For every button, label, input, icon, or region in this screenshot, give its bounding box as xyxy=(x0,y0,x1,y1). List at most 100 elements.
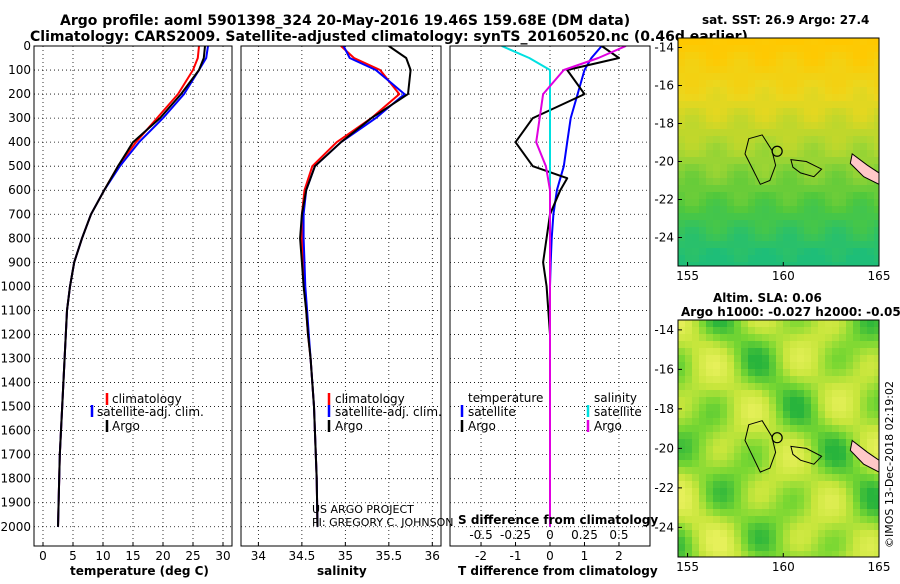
sst-field-cell xyxy=(839,143,846,150)
sst-field-cell xyxy=(741,234,748,241)
sst-field-cell xyxy=(706,150,713,157)
sst-field-cell xyxy=(727,185,734,192)
sla-field-cell xyxy=(797,530,804,537)
sla-field-cell xyxy=(769,446,776,453)
sst-field-cell xyxy=(853,45,860,52)
sla-field-cell xyxy=(727,481,734,488)
sst-field-cell xyxy=(797,108,804,115)
sst-field-cell xyxy=(790,171,797,178)
temperature-series-argo xyxy=(57,46,206,527)
sst-field-cell xyxy=(699,234,706,241)
sla-field-cell xyxy=(874,369,879,376)
sst-field-cell xyxy=(762,52,769,59)
sla-field-cell xyxy=(867,418,874,425)
sla-field-cell xyxy=(748,320,755,327)
sst-field-cell xyxy=(839,248,846,255)
depth-tick-label: 900 xyxy=(8,255,31,269)
sst-field-cell xyxy=(818,192,825,199)
sst-field-cell xyxy=(755,108,762,115)
sst-field-cell xyxy=(818,262,825,266)
sst-field-cell xyxy=(685,171,692,178)
sst-field-cell xyxy=(706,143,713,150)
sla-field-cell xyxy=(825,523,832,530)
sla-field-cell xyxy=(825,411,832,418)
sla-field-cell xyxy=(720,418,727,425)
sla-field-cell xyxy=(713,320,720,327)
sst-field-cell xyxy=(783,206,790,213)
sla-field-cell xyxy=(790,481,797,488)
sst-field-cell xyxy=(867,206,874,213)
sla-field-cell xyxy=(734,334,741,341)
sla-field-cell xyxy=(839,320,846,327)
sst-field-cell xyxy=(678,59,685,66)
sst-field-cell xyxy=(839,73,846,80)
sst-field-cell xyxy=(790,143,797,150)
sst-field-cell xyxy=(741,52,748,59)
sla-field-cell xyxy=(825,418,832,425)
sla-field-cell xyxy=(692,334,699,341)
sla-field-cell xyxy=(839,530,846,537)
sst-field-cell xyxy=(825,262,832,266)
sst-field-cell xyxy=(832,129,839,136)
sla-field-cell xyxy=(762,418,769,425)
sst-field-cell xyxy=(874,143,879,150)
sla-field-cell xyxy=(790,348,797,355)
sst-field-cell xyxy=(874,199,879,206)
sla-field-cell xyxy=(811,320,818,327)
sst-field-cell xyxy=(678,115,685,122)
sla-field-cell xyxy=(790,537,797,544)
sst-field-cell xyxy=(818,199,825,206)
sst-field-cell xyxy=(713,52,720,59)
temperature-panel: 0100200300400500600700800900100011001200… xyxy=(0,39,233,578)
sst-field-cell xyxy=(811,94,818,101)
sst-field-cell xyxy=(713,38,720,45)
sla-field-cell xyxy=(727,509,734,516)
sla-field-cell xyxy=(734,397,741,404)
sst-field-cell xyxy=(678,262,685,266)
salinity-xtick-label: 34 xyxy=(251,549,266,563)
sst-field-cell xyxy=(776,45,783,52)
sst-field-cell xyxy=(804,192,811,199)
sst-field-cell xyxy=(685,185,692,192)
sla-field-cell xyxy=(755,397,762,404)
sla-field-cell xyxy=(741,509,748,516)
sst-field-cell xyxy=(692,94,699,101)
sla-field-cell xyxy=(769,474,776,481)
sla-field-cell xyxy=(769,341,776,348)
sst-field-cell xyxy=(839,108,846,115)
sst-field-cell xyxy=(846,108,853,115)
sst-field-cell xyxy=(818,227,825,234)
sla-field-cell xyxy=(720,320,727,327)
sst-field-cell xyxy=(748,122,755,129)
sst-field-cell xyxy=(839,80,846,87)
sst-field-cell xyxy=(748,101,755,108)
sla-field-cell xyxy=(804,432,811,439)
sst-field-cell xyxy=(783,87,790,94)
sla-field-cell xyxy=(853,362,860,369)
sst-field-cell xyxy=(825,122,832,129)
sst-field-cell xyxy=(762,115,769,122)
sst-field-cell xyxy=(720,227,727,234)
sst-field-cell xyxy=(776,220,783,227)
sla-field-cell xyxy=(734,411,741,418)
sst-field-cell xyxy=(867,94,874,101)
sla-field-cell xyxy=(867,467,874,474)
sst-field-cell xyxy=(846,129,853,136)
sla-field-cell xyxy=(804,467,811,474)
sst-field-cell xyxy=(685,248,692,255)
sst-field-cell xyxy=(811,101,818,108)
sla-field-cell xyxy=(685,432,692,439)
sst-field-cell xyxy=(685,192,692,199)
sst-field-cell xyxy=(699,157,706,164)
sla-field-cell xyxy=(832,537,839,544)
sla-field-cell xyxy=(699,516,706,523)
sla-field-cell xyxy=(685,418,692,425)
temperature-xtick-label: 25 xyxy=(185,549,200,563)
sst-field-cell xyxy=(762,227,769,234)
sst-field-cell xyxy=(720,178,727,185)
sla-field-cell xyxy=(748,446,755,453)
sst-field-cell xyxy=(713,73,720,80)
sst-field-cell xyxy=(811,262,818,266)
sla-field-cell xyxy=(790,411,797,418)
sla-field-cell xyxy=(755,523,762,530)
